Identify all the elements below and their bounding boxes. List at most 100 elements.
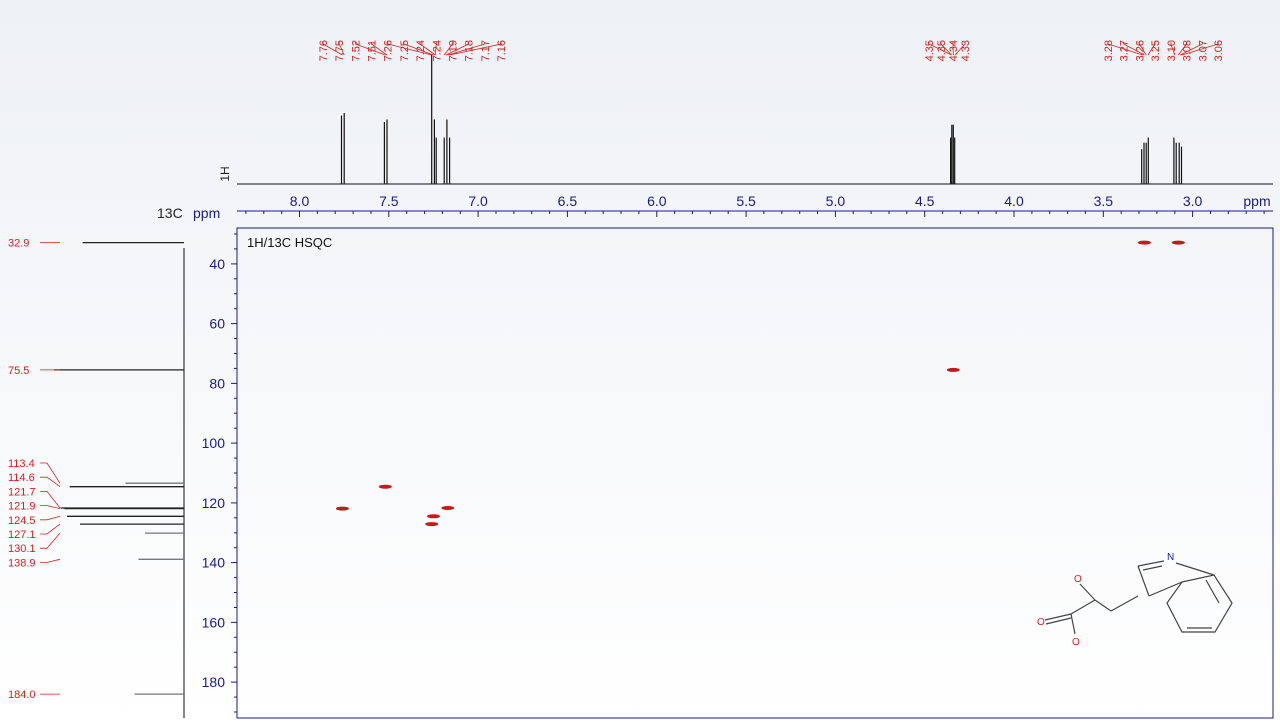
- carbon-peak-leader: [40, 532, 61, 549]
- proton-peak-label: 3.26: [1134, 40, 1146, 61]
- carbon-peak-label: 138.9: [8, 557, 36, 569]
- proton-peak-leader: [419, 42, 436, 56]
- proton-peak-leader: [387, 42, 432, 56]
- molecule-structure: N O O O: [1037, 552, 1233, 648]
- carbon-peak-leader: [40, 523, 61, 535]
- carbon-peak-label: 32.9: [8, 238, 29, 250]
- x-tick-label: 3.5: [1094, 193, 1114, 209]
- proton-peak-leader: [1177, 42, 1187, 56]
- x-axis: 8.0 7.5 7.0 6.5 6.0 5.5 5.0 4.5 4.0 3.5 3.0 ppm 1H: [218, 166, 1273, 217]
- y-nucleus-label: 13C: [157, 205, 183, 221]
- cross-peak: [1171, 240, 1185, 245]
- x-tick-label: 7.5: [379, 193, 399, 209]
- carbon-peak-leader: [40, 515, 61, 521]
- y-tick-label: 120: [202, 495, 226, 511]
- proton-peak-label: 4.33: [960, 40, 972, 61]
- carbon-peak-leader: [40, 505, 61, 509]
- cross-peaks: [335, 240, 1185, 527]
- proton-peak-label: 7.24: [431, 40, 443, 61]
- svg-text:O: O: [1072, 637, 1080, 648]
- svg-text:O: O: [1074, 574, 1082, 585]
- proton-peak-leader: [354, 42, 386, 56]
- carbon-peak-labels: 32.9 75.5 113.4 114.6 121.7 121.9 124.5 127.1 13…: [8, 238, 61, 701]
- proton-peak-leader: [371, 42, 388, 56]
- carbon-peak-leader: [40, 490, 61, 509]
- cross-peak: [1137, 240, 1151, 245]
- proton-peak-leader: [1147, 42, 1156, 56]
- proton-peak-label: 7.51: [367, 40, 379, 61]
- proton-peak-label: 7.76: [318, 40, 330, 61]
- carbon-peak-leader: [40, 462, 61, 484]
- proton-peak-label: 7.75: [334, 40, 346, 61]
- y-tick-label: 140: [202, 555, 226, 571]
- cross-peak: [946, 367, 960, 372]
- carbon-peak-label: 121.7: [8, 486, 36, 498]
- x-tick-label: 5.0: [826, 193, 846, 209]
- proton-peak-label: 4.34: [948, 40, 960, 61]
- proton-peak-label: 4.35: [936, 40, 948, 61]
- proton-peak-label: 7.25: [399, 40, 411, 61]
- x-tick-label: 6.0: [647, 193, 667, 209]
- proton-peak-leader: [1181, 42, 1219, 56]
- proton-peak-leader: [1139, 42, 1147, 56]
- x-nucleus-label: 1H: [218, 166, 232, 181]
- proton-peak-label: 4.35: [924, 40, 936, 61]
- proton-peak-leader: [1170, 42, 1176, 56]
- proton-peak-label: 7.24: [415, 40, 427, 61]
- y-tick-label: 60: [209, 316, 225, 332]
- cross-peak: [441, 506, 455, 510]
- carbon-spectrum: [54, 241, 185, 718]
- y-tick-label: 100: [202, 435, 226, 451]
- y-tick-label: 80: [209, 375, 225, 391]
- proton-peak-leader: [434, 42, 437, 56]
- y-tick-label: 180: [202, 674, 226, 690]
- carbon-peak-leader: [40, 558, 61, 563]
- proton-peak-leader: [338, 42, 345, 56]
- carbon-peak-label: 114.6: [8, 472, 35, 484]
- x-tick-label: 6.5: [558, 193, 578, 209]
- proton-spectrum: [237, 55, 1273, 185]
- proton-peak-leader: [1107, 42, 1143, 56]
- carbon-peak-label: 75.5: [8, 365, 29, 377]
- cross-peak: [335, 506, 349, 511]
- spectrum-title: 1H/13C HSQC: [247, 235, 332, 250]
- proton-peak-leader: [443, 42, 453, 56]
- carbon-peak-label: 121.9: [8, 501, 36, 513]
- proton-peak-label: 3.06: [1213, 40, 1225, 61]
- proton-peak-leader: [954, 42, 966, 56]
- x-tick-label: 5.5: [736, 193, 756, 209]
- carbon-peak-label: 124.5: [8, 515, 36, 527]
- x-tick-label: 4.5: [915, 193, 935, 209]
- proton-peak-leader: [447, 42, 486, 56]
- proton-peak-leader: [403, 42, 434, 56]
- proton-peak-label: 3.28: [1103, 40, 1115, 61]
- cross-peak: [427, 514, 440, 519]
- proton-peak-leader: [1179, 42, 1203, 56]
- proton-peak-label: 3.10: [1166, 40, 1178, 61]
- carbon-peak-label: 127.1: [8, 529, 36, 541]
- proton-peak-label: 3.08: [1182, 40, 1194, 61]
- x-axis-label: ppm: [1243, 193, 1270, 209]
- carbon-peak-label: 113.4: [8, 458, 35, 470]
- carbon-peak-label: 184.0: [8, 689, 36, 701]
- proton-peak-leader: [928, 42, 952, 56]
- proton-peak-leader: [322, 42, 343, 56]
- proton-peak-leader: [940, 42, 952, 56]
- plot-frame: [236, 227, 1274, 719]
- x-tick-label: 7.0: [468, 193, 488, 209]
- cross-peak: [378, 484, 392, 489]
- y-tick-label: 160: [202, 614, 226, 630]
- proton-peak-leader: [445, 42, 470, 56]
- x-tick-label: 3.0: [1183, 193, 1203, 209]
- proton-peak-label: 7.19: [448, 40, 460, 61]
- carbon-peak-label: 130.1: [8, 543, 36, 555]
- proton-peak-leader: [1123, 42, 1145, 56]
- svg-text:O: O: [1037, 617, 1045, 628]
- proton-peak-label: 3.27: [1119, 40, 1131, 61]
- y-axis-label: ppm: [193, 205, 220, 221]
- proton-peak-label: 7.52: [350, 40, 362, 61]
- svg-text:N: N: [1167, 552, 1174, 563]
- carbon-peak-leader: [40, 476, 61, 488]
- proton-peak-label: 3.25: [1150, 40, 1162, 61]
